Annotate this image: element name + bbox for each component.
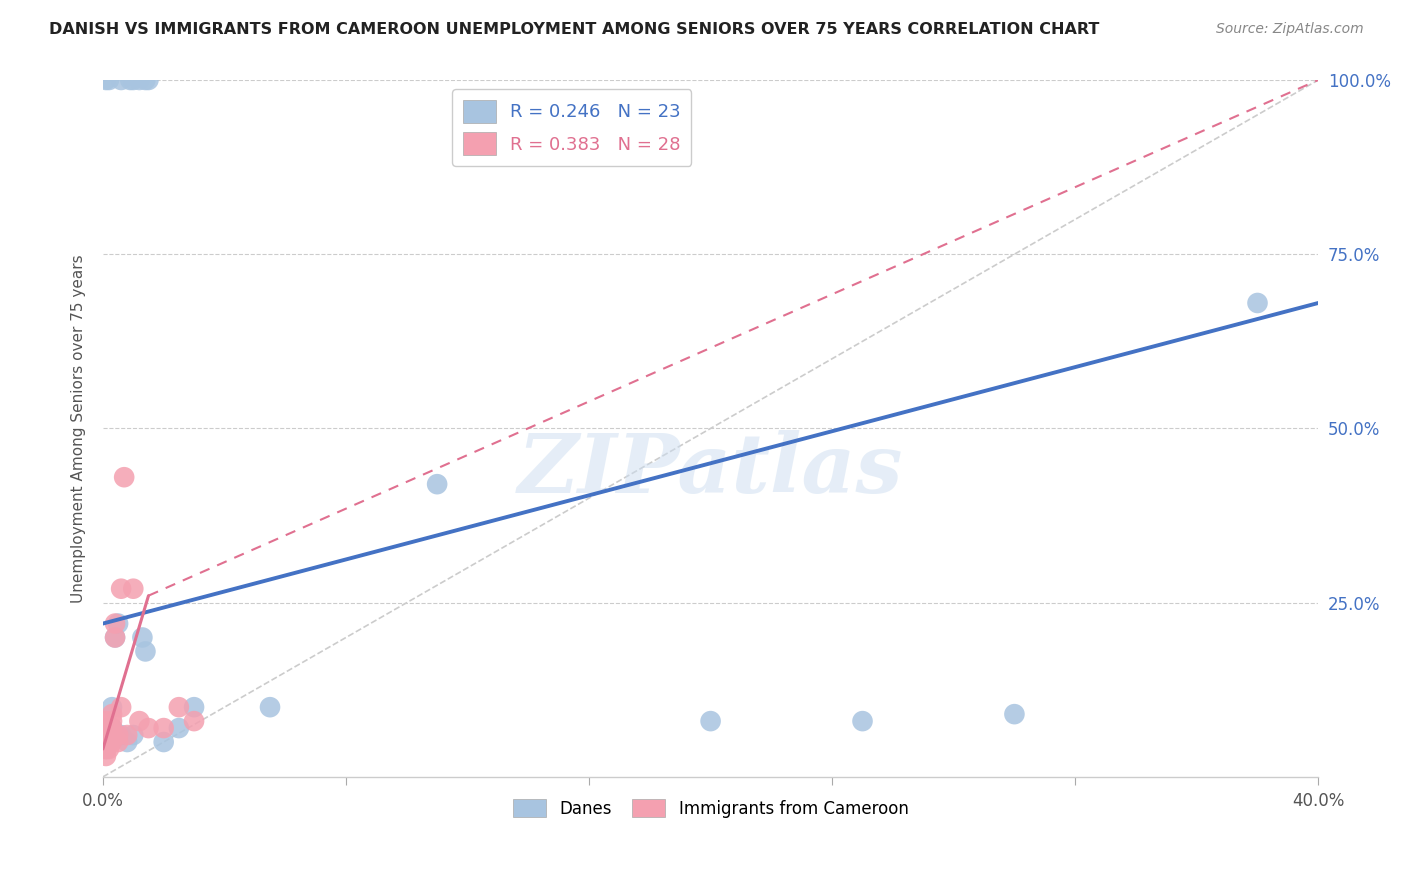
- Point: [152, 721, 174, 735]
- Point: [851, 714, 873, 728]
- Point: [101, 714, 124, 728]
- Point: [138, 73, 160, 87]
- Text: ZIPatlas: ZIPatlas: [517, 430, 903, 510]
- Point: [110, 73, 132, 87]
- Point: [134, 73, 156, 87]
- Point: [115, 735, 138, 749]
- Point: [107, 616, 129, 631]
- Point: [128, 714, 150, 728]
- Legend: Danes, Immigrants from Cameroon: Danes, Immigrants from Cameroon: [506, 793, 915, 824]
- Point: [110, 728, 132, 742]
- Point: [183, 714, 205, 728]
- Text: Source: ZipAtlas.com: Source: ZipAtlas.com: [1216, 22, 1364, 37]
- Point: [101, 700, 124, 714]
- Point: [112, 470, 135, 484]
- Point: [138, 721, 160, 735]
- Point: [98, 721, 121, 735]
- Point: [94, 742, 117, 756]
- Point: [120, 73, 142, 87]
- Point: [167, 721, 190, 735]
- Point: [98, 735, 121, 749]
- Point: [1004, 707, 1026, 722]
- Point: [94, 735, 117, 749]
- Point: [101, 721, 124, 735]
- Point: [101, 721, 124, 735]
- Point: [98, 735, 121, 749]
- Point: [110, 582, 132, 596]
- Point: [98, 742, 121, 756]
- Point: [122, 582, 145, 596]
- Point: [94, 728, 117, 742]
- Text: DANISH VS IMMIGRANTS FROM CAMEROON UNEMPLOYMENT AMONG SENIORS OVER 75 YEARS CORR: DANISH VS IMMIGRANTS FROM CAMEROON UNEMP…: [49, 22, 1099, 37]
- Point: [94, 721, 117, 735]
- Point: [104, 631, 127, 645]
- Point: [122, 728, 145, 742]
- Point: [167, 700, 190, 714]
- Point: [152, 735, 174, 749]
- Point: [94, 73, 117, 87]
- Point: [98, 728, 121, 742]
- Point: [426, 477, 449, 491]
- Y-axis label: Unemployment Among Seniors over 75 years: Unemployment Among Seniors over 75 years: [72, 254, 86, 603]
- Point: [122, 73, 145, 87]
- Point: [107, 728, 129, 742]
- Point: [1246, 296, 1268, 310]
- Point: [115, 728, 138, 742]
- Point: [91, 735, 114, 749]
- Point: [128, 73, 150, 87]
- Point: [101, 735, 124, 749]
- Point: [104, 616, 127, 631]
- Point: [107, 735, 129, 749]
- Point: [98, 73, 121, 87]
- Point: [98, 721, 121, 735]
- Point: [134, 644, 156, 658]
- Point: [94, 742, 117, 756]
- Point: [183, 700, 205, 714]
- Point: [110, 700, 132, 714]
- Point: [699, 714, 721, 728]
- Point: [131, 631, 153, 645]
- Point: [104, 631, 127, 645]
- Point: [94, 714, 117, 728]
- Point: [101, 707, 124, 722]
- Point: [259, 700, 281, 714]
- Point: [94, 748, 117, 763]
